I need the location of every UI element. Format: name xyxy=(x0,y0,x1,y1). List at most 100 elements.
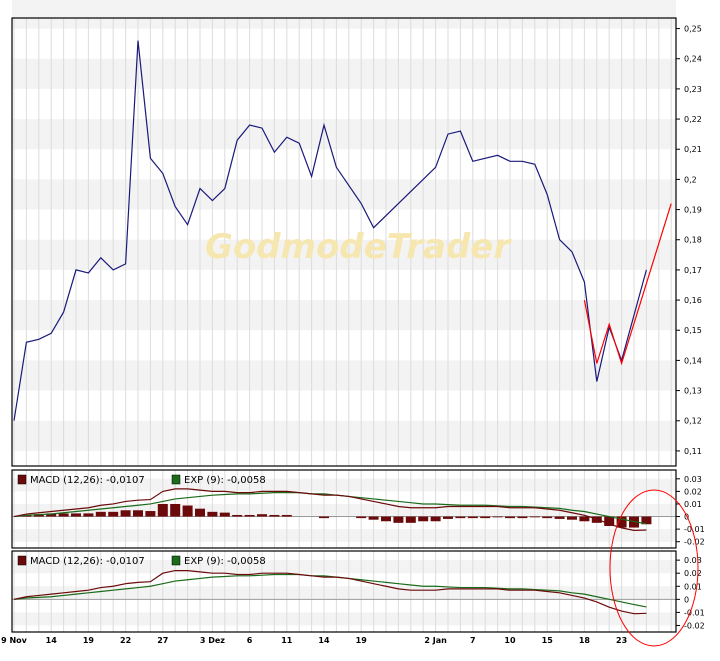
histogram-bar xyxy=(455,516,466,519)
annotation-ellipse xyxy=(609,489,699,647)
histogram-bar xyxy=(430,516,441,522)
histogram-bar xyxy=(567,516,577,520)
panel-frame xyxy=(11,550,677,633)
x-tick-label: 23 xyxy=(616,636,627,645)
y-tick-label: -0.02 xyxy=(684,621,705,630)
legend-swatch xyxy=(171,555,181,566)
histogram-bar xyxy=(492,516,503,518)
histogram-bar xyxy=(641,516,652,525)
y-tick-label: 0,19 xyxy=(684,206,702,215)
price-line xyxy=(13,40,647,421)
x-tick-label: 14 xyxy=(46,636,58,645)
histogram-bar xyxy=(108,511,119,517)
y-tick-label: 0 xyxy=(684,513,689,522)
y-tick-label: 0 xyxy=(684,595,689,604)
x-tick-label: 2 Jan xyxy=(424,636,447,645)
y-tick-label: 0.02 xyxy=(684,569,702,578)
grid-band xyxy=(12,0,676,29)
grid-band xyxy=(12,420,676,451)
legend-label: EXP (9): -0,0058 xyxy=(184,556,266,567)
grid-band xyxy=(12,529,676,542)
histogram-bar xyxy=(529,516,540,518)
macd-line xyxy=(13,569,647,615)
x-tick-label: 9 Nov xyxy=(1,636,28,645)
y-tick-label: 0,16 xyxy=(684,296,702,305)
histogram-bar xyxy=(418,516,429,522)
histogram-bar xyxy=(95,511,106,517)
histogram-bar xyxy=(554,516,565,519)
histogram-bar xyxy=(616,516,627,528)
legend-swatch xyxy=(17,474,27,485)
annotation-trend-line xyxy=(583,203,672,366)
x-tick-label: 11 xyxy=(281,636,293,645)
signal-line xyxy=(13,492,647,525)
histogram-bar xyxy=(46,513,57,517)
histogram-bar xyxy=(219,512,230,517)
grid-band xyxy=(12,179,676,210)
histogram-bar xyxy=(145,511,156,517)
x-tick-label: 14 xyxy=(318,636,330,645)
y-tick-label: 0,21 xyxy=(684,145,702,154)
histogram-bar xyxy=(257,514,267,517)
histogram-bar xyxy=(393,516,404,523)
x-tick-label: 27 xyxy=(157,636,168,645)
histogram-bar xyxy=(517,516,528,519)
watermark-logo: GodmodeTrader xyxy=(205,227,512,267)
x-tick-label: 22 xyxy=(120,636,131,645)
y-tick-label: 0,13 xyxy=(684,387,702,396)
y-tick-label: 0,15 xyxy=(684,326,702,335)
legend-label: MACD (12,26): -0,0107 xyxy=(30,475,145,486)
histogram-bar xyxy=(356,516,367,519)
grid-band xyxy=(12,612,676,626)
histogram-bar xyxy=(182,505,193,517)
y-tick-label: 0,22 xyxy=(684,115,702,124)
y-tick-label: 0.02 xyxy=(684,487,702,496)
y-tick-label: 0,11 xyxy=(684,447,702,456)
y-tick-label: 0,17 xyxy=(684,266,702,275)
histogram-bar xyxy=(443,516,453,519)
x-tick-label: 3 Dez xyxy=(200,636,225,645)
x-tick-label: 19 xyxy=(356,636,368,645)
y-tick-label: 0,2 xyxy=(684,175,697,184)
histogram-bar xyxy=(480,516,491,519)
macd-line xyxy=(13,488,647,531)
y-tick-label: -0.01 xyxy=(684,525,705,534)
histogram-bar xyxy=(71,513,81,517)
histogram-bar xyxy=(405,516,416,523)
signal-line xyxy=(13,573,647,608)
y-tick-label: 0.03 xyxy=(684,556,702,565)
legend-swatch xyxy=(17,555,27,566)
x-tick-label: 15 xyxy=(542,636,554,645)
x-tick-label: 6 xyxy=(247,636,253,645)
y-tick-label: 0.01 xyxy=(684,582,702,591)
histogram-bar xyxy=(381,516,391,522)
histogram-bar xyxy=(157,503,168,517)
grid-band xyxy=(12,360,676,391)
y-tick-label: 0,24 xyxy=(684,55,702,64)
histogram-bar xyxy=(170,503,181,517)
grid-band xyxy=(12,119,676,150)
y-tick-label: 0,25 xyxy=(684,25,702,34)
grid-band xyxy=(12,300,676,331)
x-tick-label: 19 xyxy=(83,636,95,645)
legend-swatch xyxy=(171,474,181,485)
y-tick-label: -0.01 xyxy=(684,608,705,617)
grid-band xyxy=(12,58,676,89)
histogram-bar xyxy=(83,513,94,517)
y-tick-label: 0.03 xyxy=(684,475,702,484)
x-tick-label: 10 xyxy=(504,636,516,645)
histogram-bar xyxy=(195,508,205,517)
histogram-bar xyxy=(58,513,69,517)
histogram-bar xyxy=(232,514,243,517)
histogram-bar xyxy=(579,516,590,522)
legend-label: MACD (12,26): -0,0107 xyxy=(30,556,145,567)
histogram-bar xyxy=(604,516,615,526)
histogram-bar xyxy=(467,516,478,519)
histogram-bar xyxy=(542,516,553,519)
y-tick-label: 0,12 xyxy=(684,417,702,426)
y-tick-label: -0.02 xyxy=(684,538,705,547)
panel-frame xyxy=(11,469,677,549)
y-tick-label: 0,14 xyxy=(684,356,702,365)
y-tick-label: 0.01 xyxy=(684,500,702,509)
